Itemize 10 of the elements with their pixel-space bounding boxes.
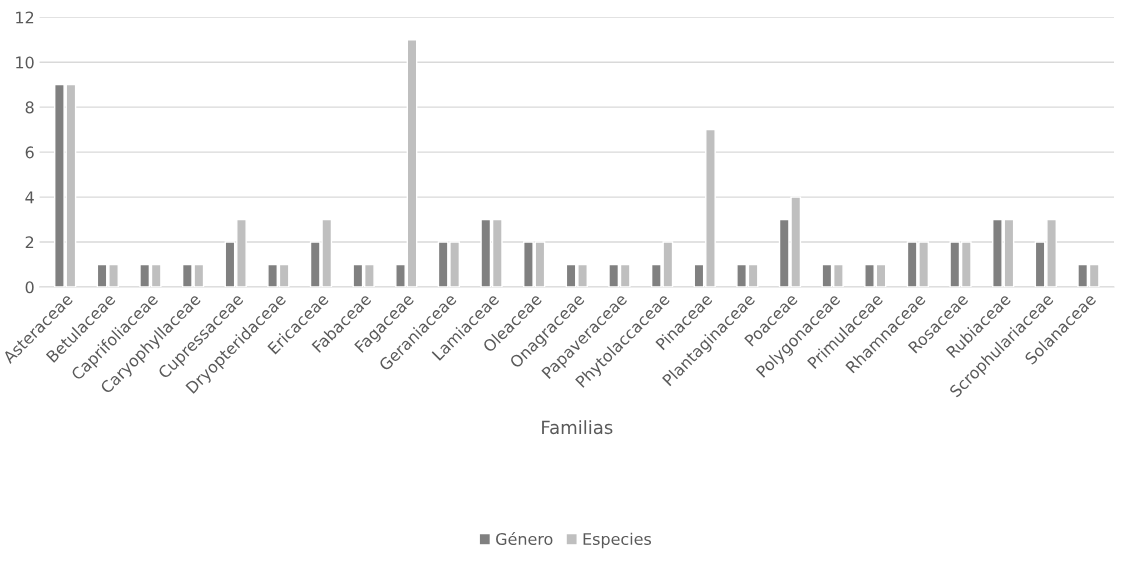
- y-tick-label: 0: [25, 281, 34, 294]
- y-tick-label: 10: [16, 56, 34, 69]
- y-tick-label: 6: [25, 146, 34, 159]
- legend-label: Género: [496, 532, 553, 546]
- y-tick-label: 12: [16, 11, 34, 24]
- y-tick-label: 2: [25, 236, 34, 249]
- legend-label: Especies: [583, 532, 652, 549]
- y-tick-label: 4: [25, 191, 34, 204]
- y-tick-label: 8: [25, 101, 34, 114]
- x-axis-title: Familias: [542, 420, 613, 435]
